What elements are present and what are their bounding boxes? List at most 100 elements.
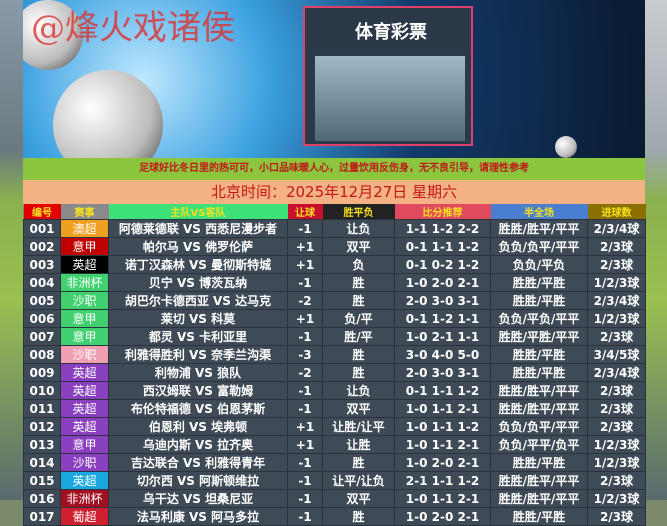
match-teams: 都灵 VS 卡利亚里 [108, 327, 288, 346]
league-badge: 沙职 [60, 345, 109, 364]
result-pick: 负/平 [322, 309, 395, 328]
match-teams: 乌迪内斯 VS 拉齐奥 [108, 435, 288, 454]
handicap: +1 [287, 435, 323, 454]
result-pick: 胜 [322, 345, 395, 364]
match-teams: 切尔西 VS 阿斯顿维拉 [108, 471, 288, 490]
half-full-pick: 胜胜/胜平/平平 [490, 219, 588, 238]
match-number: 009 [23, 363, 61, 382]
half-full-pick: 胜胜/胜平/平平 [490, 381, 588, 400]
header-result: 胜平负 [322, 204, 395, 220]
table-row: 011 英超 布伦特福德 VS 伯恩茅斯 -1 双平 1-0 1-1 2-1 胜胜/胜平/平… [23, 399, 646, 418]
league-badge: 沙职 [60, 291, 109, 310]
score-pick: 1-0 2-0 2-1 [394, 273, 491, 292]
score-pick: 2-1 1-1 1-2 [394, 471, 491, 490]
handicap: -1 [287, 471, 323, 490]
handicap: -2 [287, 291, 323, 310]
score-pick: 0-1 1-1 1-2 [394, 237, 491, 256]
header-match: 主队VS客队 [108, 204, 288, 220]
match-table: 编号 赛事 主队VS客队 让球 胜平负 比分推荐 半全场 进球数 001 澳超 阿德莱德联 VS … [23, 204, 646, 526]
handicap: -1 [287, 453, 323, 472]
header-no: 编号 [23, 204, 61, 220]
match-teams: 利雅得胜利 VS 奈季兰沟渠 [108, 345, 288, 364]
match-number: 015 [23, 471, 61, 490]
score-pick: 2-0 3-0 3-1 [394, 291, 491, 310]
goals-pick: 1/2/3球 [587, 435, 646, 454]
left-border [0, 0, 23, 500]
goals-pick: 2/3/4球 [587, 363, 646, 382]
match-number: 007 [23, 327, 61, 346]
result-pick: 让胜/让平 [322, 417, 395, 436]
score-pick: 1-0 2-0 2-1 [394, 507, 491, 526]
match-number: 001 [23, 219, 61, 238]
result-pick: 让负 [322, 219, 395, 238]
table-row: 016 非洲杯 乌干达 VS 坦桑尼亚 -1 双平 1-0 1-1 2-1 胜胜/胜平/平平… [23, 489, 646, 508]
half-full-pick: 胜胜/胜平/平平 [490, 489, 588, 508]
half-full-pick: 负负/平平/负平 [490, 435, 588, 454]
result-pick: 双平 [322, 399, 395, 418]
match-teams: 伯恩利 VS 埃弗顿 [108, 417, 288, 436]
half-full-pick: 胜胜/胜平/平平 [490, 399, 588, 418]
right-border [645, 0, 667, 500]
handicap: +1 [287, 309, 323, 328]
score-pick: 1-1 1-2 2-2 [394, 219, 491, 238]
result-pick: 胜 [322, 507, 395, 526]
watermark: @烽火戏诸侯 [31, 8, 235, 48]
score-pick: 3-0 4-0 5-0 [394, 345, 491, 364]
match-number: 013 [23, 435, 61, 454]
score-pick: 1-0 1-1 2-1 [394, 399, 491, 418]
goals-pick: 2/3球 [587, 507, 646, 526]
match-teams: 莱切 VS 科莫 [108, 309, 288, 328]
league-badge: 葡超 [60, 507, 109, 526]
league-badge: 沙职 [60, 453, 109, 472]
league-badge: 非洲杯 [60, 273, 109, 292]
goals-pick: 2/3球 [587, 327, 646, 346]
league-badge: 英超 [60, 417, 109, 436]
banner-image: ✱ 体育彩票 @烽火戏诸侯 [23, 0, 645, 158]
handicap: +1 [287, 255, 323, 274]
match-number: 002 [23, 237, 61, 256]
handicap: -1 [287, 273, 323, 292]
header-score: 比分推荐 [394, 204, 491, 220]
table-row: 003 英超 诺丁汉森林 VS 曼彻斯特城 +1 负 0-1 0-2 1-2 负负/平负 2/… [23, 255, 646, 274]
goals-pick: 2/3球 [587, 399, 646, 418]
half-full-pick: 负负/负平/平平 [490, 237, 588, 256]
header-league: 赛事 [60, 204, 109, 220]
table-row: 006 意甲 莱切 VS 科莫 +1 负/平 0-1 1-2 1-1 负负/平负/平平 1/2… [23, 309, 646, 328]
match-number: 005 [23, 291, 61, 310]
handicap: -1 [287, 399, 323, 418]
match-number: 004 [23, 273, 61, 292]
table-row: 012 英超 伯恩利 VS 埃弗顿 +1 让胜/让平 1-0 1-1 1-2 负负/负平/平… [23, 417, 646, 436]
league-badge: 英超 [60, 399, 109, 418]
table-row: 014 沙职 吉达联合 VS 利雅得青年 -1 胜 1-0 2-0 2-1 胜胜/平胜 1/2… [23, 453, 646, 472]
match-number: 008 [23, 345, 61, 364]
table-row: 017 葡超 法马利康 VS 阿马多拉 -1 胜 1-0 2-0 2-1 胜胜/平胜 2/3球 [23, 507, 646, 526]
result-pick: 让平/让负 [322, 471, 395, 490]
table-row: 001 澳超 阿德莱德联 VS 西悉尼漫步者 -1 让负 1-1 1-2 2-2 胜胜/胜平… [23, 219, 646, 238]
table-row: 002 意甲 帕尔马 VS 佛罗伦萨 +1 双平 0-1 1-1 1-2 负负/负平/平平 2… [23, 237, 646, 256]
goals-pick: 2/3球 [587, 471, 646, 490]
match-number: 014 [23, 453, 61, 472]
league-badge: 意甲 [60, 237, 109, 256]
score-pick: 2-0 3-0 3-1 [394, 363, 491, 382]
result-pick: 负 [322, 255, 395, 274]
match-teams: 布伦特福德 VS 伯恩茅斯 [108, 399, 288, 418]
goals-pick: 3/4/5球 [587, 345, 646, 364]
match-teams: 帕尔马 VS 佛罗伦萨 [108, 237, 288, 256]
half-full-pick: 胜胜/平胜 [490, 273, 588, 292]
half-full-pick: 负负/平负/平平 [490, 309, 588, 328]
goals-pick: 2/3球 [587, 417, 646, 436]
soccer-ball-icon [53, 70, 163, 158]
goals-pick: 1/2/3球 [587, 273, 646, 292]
result-pick: 让胜 [322, 435, 395, 454]
result-pick: 胜 [322, 273, 395, 292]
result-pick: 双平 [322, 237, 395, 256]
handicap: -1 [287, 327, 323, 346]
match-number: 006 [23, 309, 61, 328]
score-pick: 0-1 0-2 1-2 [394, 255, 491, 274]
league-badge: 意甲 [60, 435, 109, 454]
match-teams: 胡巴尔卡德西亚 VS 达马克 [108, 291, 288, 310]
half-full-pick: 胜胜/平胜 [490, 453, 588, 472]
handicap: -1 [287, 219, 323, 238]
goals-pick: 1/2/3球 [587, 309, 646, 328]
goals-pick: 2/3球 [587, 381, 646, 400]
